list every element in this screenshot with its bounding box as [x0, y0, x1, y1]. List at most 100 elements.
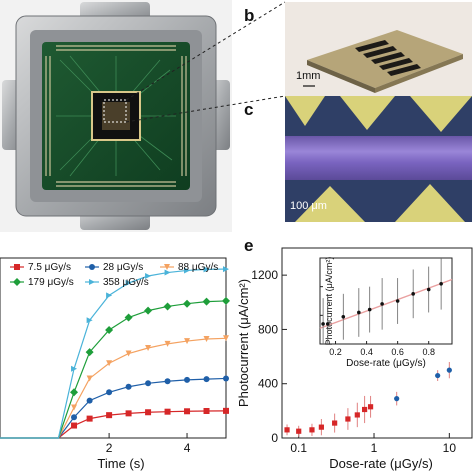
legend-marker	[89, 264, 95, 270]
data-point	[318, 424, 324, 430]
y-tick-label: 800	[258, 322, 278, 336]
inset-data-point	[341, 314, 346, 319]
inset-x-tick-label: 0.6	[391, 347, 404, 357]
inset-x-tick-label: 0.4	[360, 347, 373, 357]
series-line	[0, 300, 227, 439]
legend-label: 88 μGy/s	[178, 262, 218, 273]
data-point	[223, 335, 229, 342]
legend-label: 179 μGy/s	[28, 277, 74, 288]
x-tick-label: 2	[106, 441, 113, 455]
data-point	[125, 279, 132, 286]
data-point	[105, 326, 114, 334]
inset-data-point	[357, 310, 361, 315]
data-point	[145, 273, 152, 279]
y-tick-label: 0	[271, 431, 278, 445]
y-tick-label: 400	[258, 377, 278, 391]
inset-x-tick-label: 0.8	[422, 347, 435, 357]
inset-fit-line	[319, 278, 453, 329]
data-point	[203, 266, 210, 273]
data-point	[184, 338, 191, 345]
data-point	[145, 380, 152, 387]
legend-label: 358 μGy/s	[103, 277, 149, 288]
data-point	[125, 350, 132, 357]
data-point	[106, 389, 113, 396]
data-point	[164, 340, 171, 347]
y-axis-label: Photocurrent (μA/cm²)	[236, 279, 251, 407]
data-point	[332, 420, 338, 426]
inset-data-point	[439, 282, 443, 286]
panel-c-photo	[285, 96, 472, 222]
inset-frame	[319, 257, 453, 345]
data-point	[164, 378, 171, 385]
data-point	[145, 409, 152, 416]
data-point	[145, 345, 152, 351]
panel-b-photo	[285, 2, 472, 96]
data-point	[202, 297, 211, 306]
inset-x-axis-label: Dose-rate (μGy/s)	[346, 358, 426, 369]
x-axis-label: Time (s)	[97, 456, 144, 471]
data-point	[86, 415, 93, 422]
chart-photocurrent-time: 2 4 Time (s) 7.5 μGy/s 28 μGy/s 88 μGy/s 179 μ…	[0, 257, 230, 471]
series-line	[0, 410, 227, 439]
data-point	[222, 296, 230, 305]
inset-data-point	[325, 322, 330, 326]
legend-marker	[14, 264, 20, 270]
data-point	[71, 365, 78, 372]
inset-data-point	[380, 302, 384, 306]
data-point	[394, 396, 400, 402]
data-point	[70, 388, 79, 397]
inset-x-tick-label: 0.2	[329, 347, 342, 357]
data-point	[367, 404, 374, 410]
inset-data-point	[367, 307, 372, 312]
data-point	[184, 376, 191, 383]
data-point	[106, 292, 113, 299]
data-point	[164, 269, 171, 276]
data-point	[164, 408, 171, 415]
data-point	[203, 336, 210, 342]
data-point	[86, 317, 93, 324]
data-point	[124, 313, 133, 322]
series-line	[0, 337, 227, 439]
data-point	[106, 412, 113, 419]
data-point	[223, 407, 229, 414]
data-point	[71, 422, 78, 429]
data-point	[144, 306, 153, 315]
data-point	[71, 414, 78, 421]
data-point	[223, 375, 229, 382]
data-point	[106, 360, 113, 367]
inset-data-point	[411, 292, 415, 296]
legend-marker	[164, 264, 170, 270]
plot-frame	[281, 247, 473, 439]
data-point	[184, 408, 191, 415]
panel-c-scalebar-label: 100 μm	[290, 200, 327, 212]
data-point	[284, 427, 290, 433]
inset-y-axis-label: Photocurrent (μA/cm²)	[324, 257, 334, 346]
data-point	[203, 376, 210, 383]
panel-a-photo	[0, 0, 232, 232]
panel-c-label: c	[244, 100, 254, 119]
panel-b-label: b	[244, 6, 255, 25]
data-point	[223, 266, 229, 273]
x-tick-label: 0.1	[290, 441, 307, 455]
chart-photocurrent-doserate: 0 400 800 1200 0.1 1 10 Dose-rate (μGy/s) Photoc…	[236, 247, 473, 471]
inset-data-point	[395, 299, 400, 303]
inset-data-point	[426, 287, 431, 292]
legend-label: 7.5 μGy/s	[28, 262, 71, 273]
data-point	[184, 267, 191, 274]
x-tick-label: 4	[184, 441, 191, 455]
data-point	[296, 428, 302, 434]
data-point	[362, 406, 368, 413]
data-point	[163, 302, 172, 311]
inset-data-point	[321, 322, 325, 326]
data-point	[446, 367, 452, 373]
data-point	[203, 408, 210, 414]
legend-marker	[13, 278, 21, 286]
x-tick-label: 10	[443, 441, 457, 455]
data-point	[71, 404, 78, 411]
series-line	[0, 377, 227, 439]
data-point	[345, 416, 351, 422]
data-point	[86, 375, 93, 382]
x-tick-label: 1	[371, 441, 378, 455]
legend-label: 28 μGy/s	[103, 262, 143, 273]
